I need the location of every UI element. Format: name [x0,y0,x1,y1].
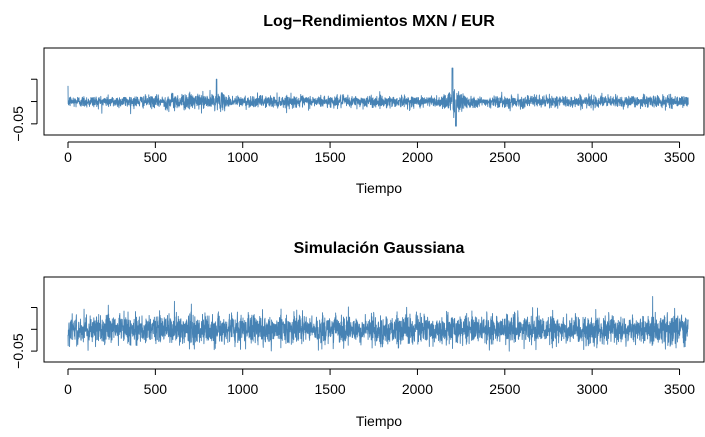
x-axis: 0 500 1000 1500 2000 2500 3000 3500 [64,141,695,165]
x-axis-label: Tiempo [356,413,402,429]
x-tick-label: 3000 [577,149,608,165]
x-tick-label: 3500 [664,149,695,165]
x-tick-label: 0 [64,149,72,165]
x-tick-label: 0 [64,381,72,397]
chart-panel-log-returns: Log−Rendimientos MXN / EUR 0 500 1000 1500 2… [10,13,705,196]
x-axis-label: Tiempo [356,180,402,196]
x-tick-label: 2500 [489,149,520,165]
y-tick-label: −0.05 [10,106,26,142]
x-axis: 0 500 1000 1500 2000 2500 3000 3500 [64,368,695,397]
x-tick-label: 2500 [489,381,520,397]
plot-frame [43,47,705,136]
chart-title: Log−Rendimientos MXN / EUR [263,13,495,30]
x-tick-label: 2000 [402,149,433,165]
plot-area [67,67,689,127]
x-tick-label: 1500 [315,381,346,397]
y-tick-label: −0.05 [10,333,26,369]
chart-panel-gaussian-sim: Simulación Gaussiana 0 500 1000 1500 2000 250… [10,240,705,429]
x-tick-label: 3500 [664,381,695,397]
series-line [67,296,689,352]
chart-title: Simulación Gaussiana [294,240,465,257]
plot-area [67,296,689,352]
x-tick-label: 1000 [227,381,258,397]
plot-frame [43,276,705,363]
y-axis: −0.05 [10,78,38,142]
series-line [67,67,689,127]
x-tick-label: 2000 [402,381,433,397]
x-tick-label: 1500 [315,149,346,165]
x-tick-label: 500 [144,149,168,165]
y-axis: −0.05 [10,307,38,369]
x-tick-label: 3000 [577,381,608,397]
x-tick-label: 1000 [227,149,258,165]
x-tick-label: 500 [144,381,168,397]
